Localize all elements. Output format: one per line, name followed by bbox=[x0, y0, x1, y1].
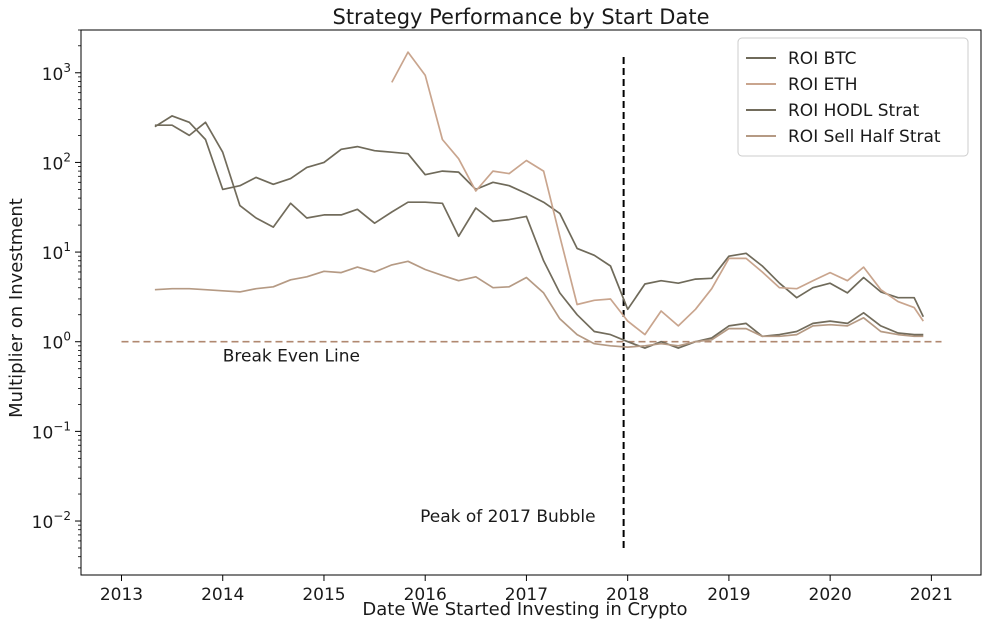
y-axis-label: Multiplier on Investment bbox=[6, 198, 27, 418]
reference-lines bbox=[121, 56, 942, 549]
y-tick-label: 103 bbox=[42, 61, 71, 85]
x-axis-label: Date We Started Investing in Crypto bbox=[362, 599, 687, 620]
plot-area: Break Even Line Peak of 2017 Bubble bbox=[80, 29, 982, 576]
series-lines bbox=[154, 51, 925, 349]
bubble-peak-annotation: Peak of 2017 Bubble bbox=[420, 507, 595, 527]
x-tick-label: 2017 bbox=[505, 585, 548, 605]
y-tick-label: 101 bbox=[42, 240, 71, 264]
x-tick-label: 2019 bbox=[707, 585, 750, 605]
x-tick-label: 2021 bbox=[910, 585, 953, 605]
series-line-roi-eth bbox=[391, 51, 925, 336]
legend-label: ROI HODL Strat bbox=[788, 101, 920, 121]
x-tick-label: 2020 bbox=[809, 585, 852, 605]
x-tick-label: 2016 bbox=[404, 585, 447, 605]
break-even-annotation: Break Even Line bbox=[223, 347, 360, 367]
series-line-roi-hodl-strat bbox=[154, 121, 924, 349]
y-tick-label: 10−2 bbox=[32, 509, 71, 533]
chart-title: Strategy Performance by Start Date bbox=[332, 5, 709, 29]
annotations: Break Even Line Peak of 2017 Bubble bbox=[223, 347, 596, 527]
x-tick-label: 2013 bbox=[100, 585, 143, 605]
y-tick-label: 100 bbox=[42, 330, 71, 354]
x-tick-label: 2014 bbox=[201, 585, 244, 605]
y-tick-label: 102 bbox=[42, 150, 71, 174]
x-axis: 2013 2014 2015 2016 2017 2018 2019 2020 2021 bbox=[100, 575, 953, 605]
plot-frame bbox=[80, 29, 982, 576]
legend-label: ROI Sell Half Strat bbox=[788, 127, 941, 147]
legend-label: ROI BTC bbox=[788, 49, 857, 69]
series-line-roi-sell-half-strat bbox=[154, 260, 924, 348]
y-axis: 10−2 10−1 100 101 102 103 bbox=[32, 29, 81, 569]
legend-label: ROI ETH bbox=[788, 75, 858, 95]
legend: ROI BTC ROI ETH ROI HODL Strat ROI Sell Hal… bbox=[737, 37, 969, 157]
x-tick-label: 2015 bbox=[302, 585, 345, 605]
x-tick-label: 2018 bbox=[606, 585, 649, 605]
y-tick-label: 10−1 bbox=[32, 419, 71, 443]
series-line-roi-btc bbox=[154, 115, 925, 318]
legend-box bbox=[737, 37, 969, 157]
